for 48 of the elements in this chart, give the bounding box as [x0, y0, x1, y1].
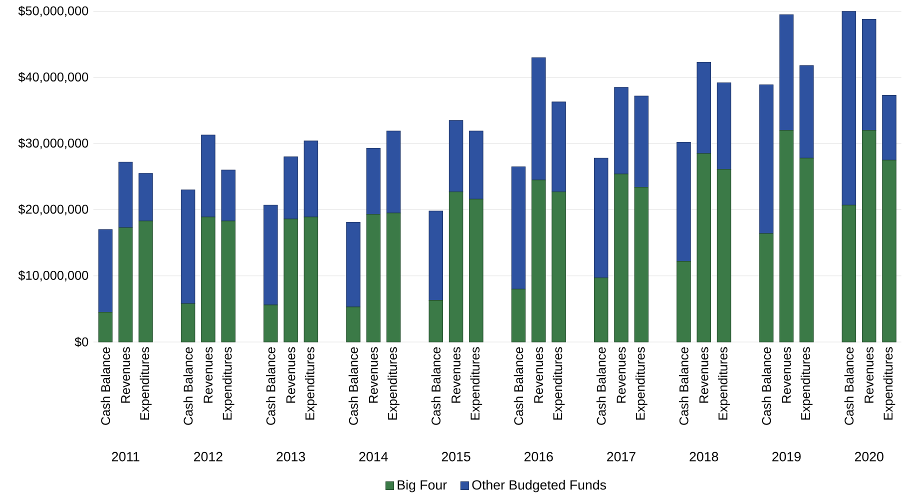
y-tick-label: $0: [74, 336, 88, 348]
x-tick-label: Expenditures: [305, 347, 317, 420]
x-tick-label: Cash Balance: [844, 347, 854, 425]
x-tick-label: Revenues: [534, 347, 544, 403]
x-tick-label: Cash Balance: [266, 347, 276, 425]
x-tick-label: Cash Balance: [431, 347, 441, 425]
y-tick-label: $30,000,000: [18, 138, 88, 150]
y-tick-label: $50,000,000: [18, 6, 88, 17]
x-tick-label: Expenditures: [388, 347, 400, 420]
text: 2013: [276, 452, 306, 462]
y-tick-label: $10,000,000: [18, 270, 88, 282]
x-tick-label: Expenditures: [140, 347, 152, 420]
text: 2020: [854, 452, 884, 462]
text: 2011: [112, 452, 140, 462]
x-tick-label: Cash Balance: [183, 347, 193, 425]
x-tick-label: Expenditures: [800, 347, 813, 420]
x-tick-label: Expenditures: [636, 347, 648, 420]
text: 2018: [690, 452, 718, 462]
x-tick-label: Revenues: [286, 347, 296, 403]
x-tick-label: Expenditures: [883, 347, 896, 420]
x-tick-label: Cash Balance: [679, 347, 688, 425]
x-tick-label: Revenues: [616, 347, 626, 403]
text: 2012: [194, 452, 222, 462]
x-tick-label: Cash Balance: [348, 347, 358, 425]
text: 2017: [607, 452, 636, 462]
x-tick-label: Expenditures: [552, 347, 565, 420]
x-tick-label: Expenditures: [470, 347, 482, 420]
text: 2015: [442, 452, 470, 462]
x-tick-label: Revenues: [204, 347, 213, 403]
x-tick-label: Cash Balance: [100, 347, 110, 425]
text: 2016: [524, 452, 553, 462]
x-tick-label: Revenues: [368, 347, 378, 403]
y-tick-label: $20,000,000: [18, 204, 88, 216]
legend-label: Other Budgeted Funds: [472, 480, 606, 492]
legend-label: Big Four: [398, 480, 447, 492]
y-tick-label: $40,000,000: [18, 72, 88, 83]
x-tick-label: Expenditures: [222, 347, 234, 420]
x-tick-label: Cash Balance: [762, 347, 771, 425]
x-tick-label: Revenues: [121, 347, 130, 403]
text: 2019: [772, 452, 801, 462]
x-tick-label: Revenues: [699, 347, 708, 403]
x-tick-label: Cash Balance: [514, 347, 524, 425]
x-tick-label: Revenues: [782, 347, 791, 403]
x-tick-label: Expenditures: [718, 347, 730, 420]
text: 2014: [359, 452, 388, 462]
x-tick-label: Revenues: [864, 347, 874, 403]
x-tick-label: Revenues: [452, 347, 460, 403]
x-tick-label: Cash Balance: [596, 347, 606, 425]
